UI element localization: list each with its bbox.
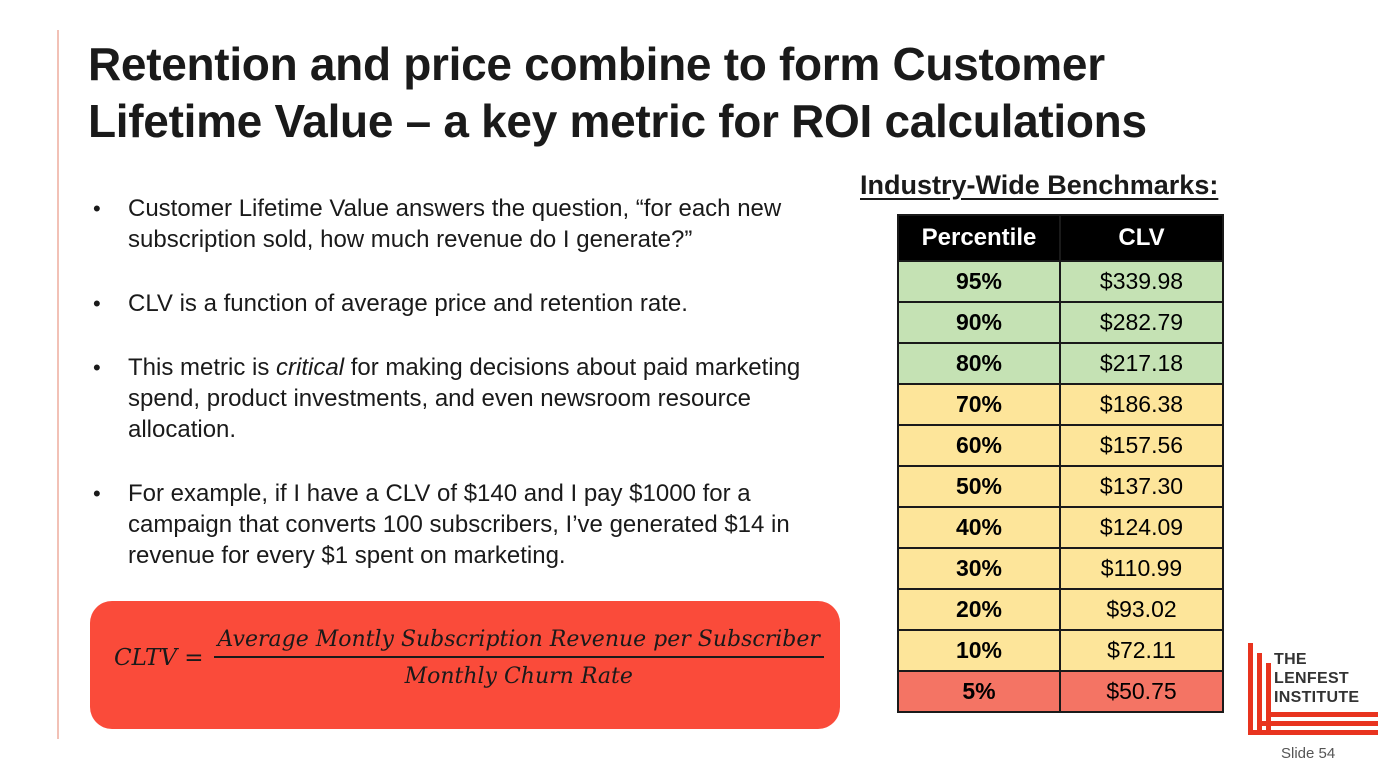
logo-bar-horizontal-1 bbox=[1248, 730, 1378, 735]
slide-title: Retention and price combine to form Cust… bbox=[88, 36, 1238, 150]
header-percentile: Percentile bbox=[897, 214, 1061, 262]
table-row: 40% $124.09 bbox=[897, 506, 1224, 549]
bullet-item: • Customer Lifetime Value answers the qu… bbox=[90, 193, 828, 255]
clv-cell: $217.18 bbox=[1059, 342, 1224, 385]
clv-cell: $282.79 bbox=[1059, 301, 1224, 344]
bullet-dot-icon: • bbox=[93, 291, 101, 316]
table-header-row: Percentile CLV bbox=[897, 214, 1224, 262]
lenfest-logo: THE LENFEST INSTITUTE bbox=[1248, 643, 1378, 737]
benchmarks-table: Percentile CLV 95% $339.98 90% $282.79 80% $2… bbox=[897, 214, 1224, 713]
cltv-formula: CLTV = Average Montly Subscription Reven… bbox=[114, 627, 824, 689]
logo-bar-vertical-1 bbox=[1248, 643, 1253, 735]
logo-text-line-1: THE bbox=[1274, 651, 1307, 668]
bullet-text-before: This metric is bbox=[128, 354, 277, 381]
logo-bar-horizontal-2 bbox=[1257, 721, 1378, 726]
bullet-item: • This metric is critical for making dec… bbox=[90, 352, 848, 445]
clv-cell: $50.75 bbox=[1059, 670, 1224, 713]
clv-cell: $339.98 bbox=[1059, 260, 1224, 303]
bullet-dot-icon: • bbox=[93, 355, 101, 380]
formula-fraction: Average Montly Subscription Revenue per … bbox=[213, 627, 824, 689]
logo-bar-vertical-2 bbox=[1257, 653, 1262, 735]
percentile-cell: 5% bbox=[897, 670, 1061, 713]
table-row: 90% $282.79 bbox=[897, 301, 1224, 344]
table-row: 30% $110.99 bbox=[897, 547, 1224, 590]
slide-title-line-2: Lifetime Value – a key metric for ROI ca… bbox=[88, 95, 1147, 147]
benchmarks-title: Industry-Wide Benchmarks: bbox=[860, 170, 1219, 200]
clv-cell: $186.38 bbox=[1059, 383, 1224, 426]
percentile-cell: 60% bbox=[897, 424, 1061, 467]
bullet-item: • For example, if I have a CLV of $140 a… bbox=[90, 478, 858, 571]
formula-denominator: Monthly Churn Rate bbox=[404, 664, 633, 689]
clv-cell: $124.09 bbox=[1059, 506, 1224, 549]
table-row: 70% $186.38 bbox=[897, 383, 1224, 426]
percentile-cell: 90% bbox=[897, 301, 1061, 344]
bullet-dot-icon: • bbox=[93, 481, 101, 506]
percentile-cell: 40% bbox=[897, 506, 1061, 549]
bullet-text-after: for making decisions about paid marketin… bbox=[128, 354, 801, 443]
logo-text-line-2: LENFEST bbox=[1274, 670, 1349, 687]
bullet-text: For example, if I have a CLV of $140 and… bbox=[128, 480, 790, 569]
formula-numerator: Average Montly Subscription Revenue per … bbox=[213, 627, 824, 658]
table-row: 20% $93.02 bbox=[897, 588, 1224, 631]
clv-cell: $137.30 bbox=[1059, 465, 1224, 508]
slide-accent-line bbox=[57, 30, 59, 739]
table-row: 95% $339.98 bbox=[897, 260, 1224, 303]
logo-text-line-3: INSTITUTE bbox=[1274, 689, 1360, 706]
table-row: 60% $157.56 bbox=[897, 424, 1224, 467]
table-row: 5% $50.75 bbox=[897, 670, 1224, 713]
bullet-item: • CLV is a function of average price and… bbox=[90, 288, 850, 319]
bullet-dot-icon: • bbox=[93, 196, 101, 221]
clv-cell: $93.02 bbox=[1059, 588, 1224, 631]
bullet-list: • Customer Lifetime Value answers the qu… bbox=[90, 193, 850, 604]
benchmarks-table-body: 95% $339.98 90% $282.79 80% $217.18 70% $186.38… bbox=[897, 260, 1224, 713]
slide-number: Slide 54 bbox=[1281, 745, 1336, 762]
formula-lhs: CLTV = bbox=[114, 645, 204, 671]
bullet-emphasis: critical bbox=[276, 354, 345, 381]
formula-box: CLTV = Average Montly Subscription Reven… bbox=[90, 601, 840, 729]
percentile-cell: 50% bbox=[897, 465, 1061, 508]
percentile-cell: 30% bbox=[897, 547, 1061, 590]
logo-bar-horizontal-3 bbox=[1266, 712, 1378, 717]
percentile-cell: 95% bbox=[897, 260, 1061, 303]
clv-cell: $157.56 bbox=[1059, 424, 1224, 467]
percentile-cell: 20% bbox=[897, 588, 1061, 631]
clv-cell: $110.99 bbox=[1059, 547, 1224, 590]
percentile-cell: 80% bbox=[897, 342, 1061, 385]
table-row: 10% $72.11 bbox=[897, 629, 1224, 672]
bullet-text: CLV is a function of average price and r… bbox=[128, 290, 688, 317]
table-row: 80% $217.18 bbox=[897, 342, 1224, 385]
clv-cell: $72.11 bbox=[1059, 629, 1224, 672]
slide-title-line-1: Retention and price combine to form Cust… bbox=[88, 38, 1105, 90]
percentile-cell: 70% bbox=[897, 383, 1061, 426]
table-row: 50% $137.30 bbox=[897, 465, 1224, 508]
bullet-text: Customer Lifetime Value answers the ques… bbox=[128, 195, 782, 253]
percentile-cell: 10% bbox=[897, 629, 1061, 672]
logo-text: THE LENFEST INSTITUTE bbox=[1274, 650, 1359, 707]
logo-bar-vertical-3 bbox=[1266, 663, 1271, 735]
header-clv: CLV bbox=[1059, 214, 1224, 262]
